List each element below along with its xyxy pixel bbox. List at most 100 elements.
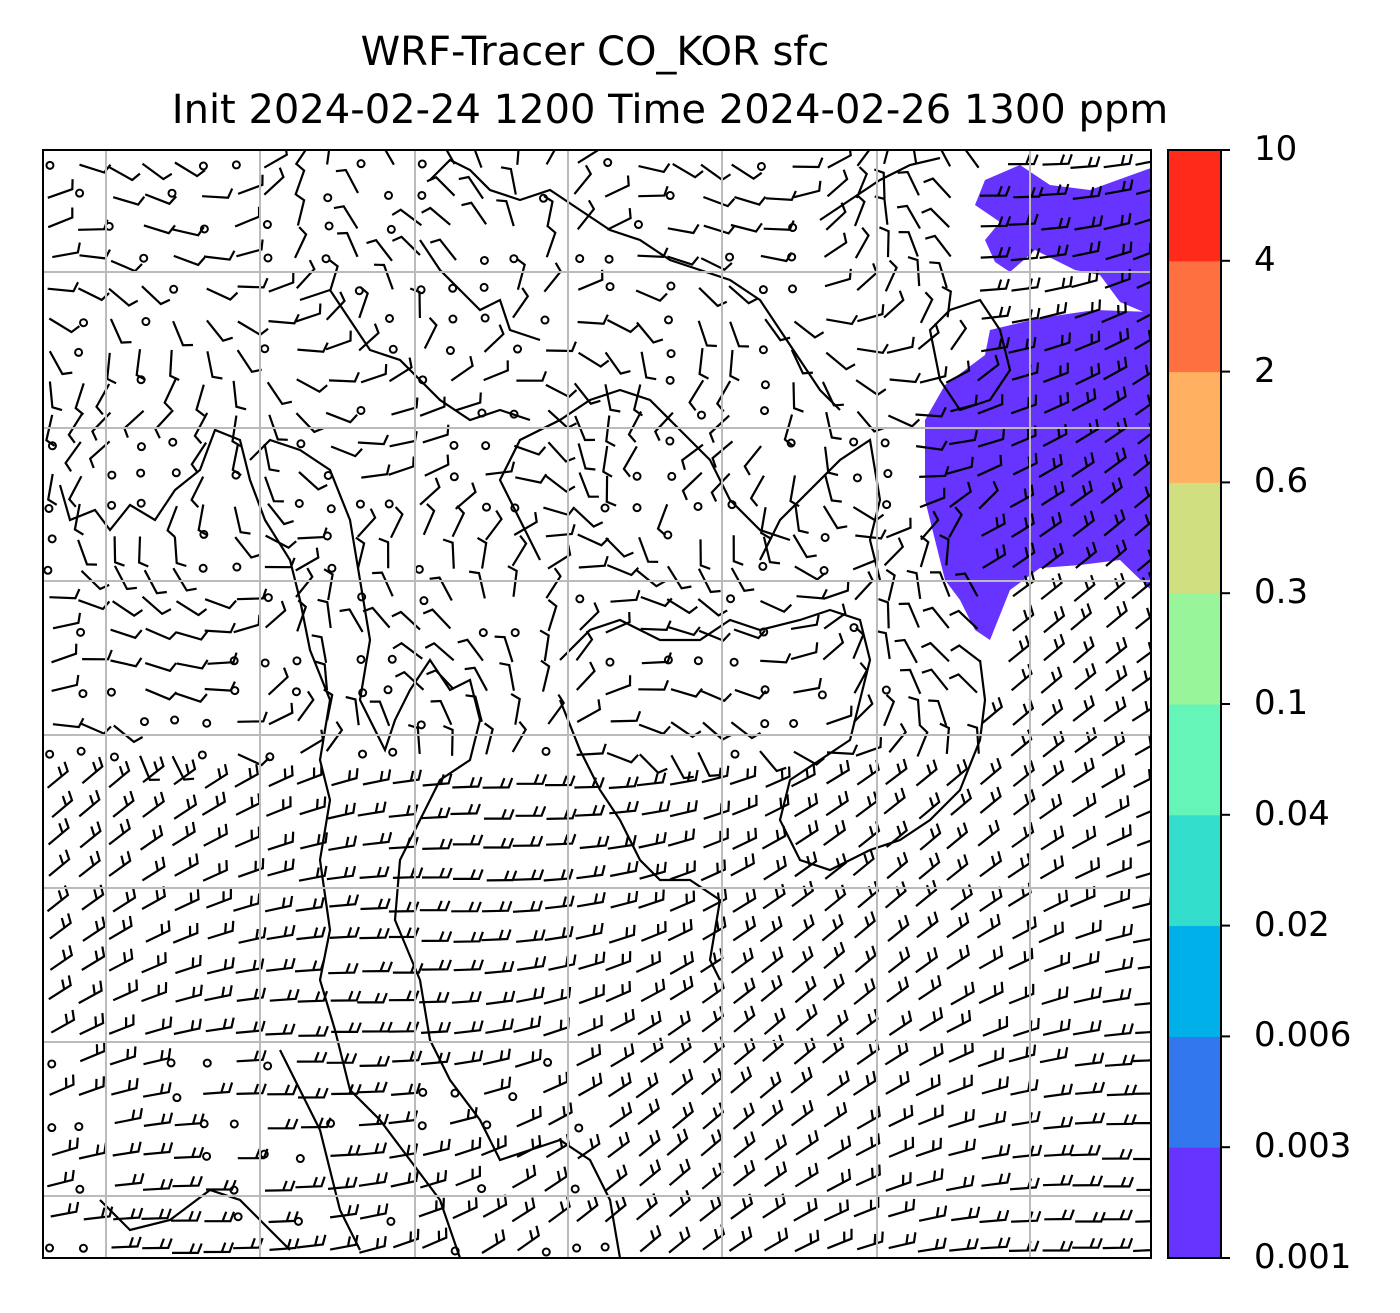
wind-barb bbox=[733, 1005, 756, 1033]
calm-wind-marker bbox=[45, 749, 55, 759]
wind-barb bbox=[976, 913, 1001, 939]
calm-wind-marker bbox=[663, 655, 673, 665]
calm-wind-marker bbox=[78, 1243, 88, 1253]
wind-barb bbox=[979, 1209, 1010, 1224]
calm-wind-marker bbox=[788, 223, 798, 233]
calm-wind-marker bbox=[136, 498, 146, 508]
wind-barb bbox=[392, 769, 422, 785]
wind-barb bbox=[47, 1169, 75, 1188]
wind-barb bbox=[264, 476, 284, 503]
wind-barb bbox=[701, 977, 725, 1004]
wind-barb bbox=[457, 638, 484, 662]
wind-barb bbox=[856, 343, 889, 355]
calm-wind-marker bbox=[358, 688, 368, 698]
wind-barb bbox=[236, 1083, 267, 1095]
calm-wind-marker bbox=[633, 220, 643, 230]
wind-barb bbox=[1042, 153, 1073, 166]
wind-barb bbox=[640, 620, 672, 632]
wind-barb bbox=[978, 945, 1004, 970]
wind-barb bbox=[543, 986, 572, 1005]
wind-barb bbox=[455, 1165, 482, 1187]
wind-barb bbox=[702, 721, 733, 741]
wind-barb bbox=[539, 629, 550, 662]
wind-barb bbox=[1105, 241, 1133, 261]
wind-barb bbox=[237, 277, 269, 289]
wind-barb bbox=[929, 261, 948, 289]
wind-barb bbox=[52, 717, 85, 729]
calm-wind-marker bbox=[139, 253, 149, 263]
wind-barb bbox=[703, 800, 730, 820]
wind-barb bbox=[513, 444, 547, 456]
wind-barb bbox=[237, 753, 270, 767]
wind-barb bbox=[237, 858, 265, 878]
wind-barb bbox=[166, 505, 178, 538]
wind-barb bbox=[1131, 666, 1151, 692]
wind-barb bbox=[671, 1068, 694, 1096]
calm-wind-marker bbox=[260, 658, 270, 668]
wind-barb bbox=[783, 414, 794, 447]
wind-barb bbox=[1106, 1084, 1138, 1097]
wind-barb bbox=[78, 980, 103, 1005]
wind-barb bbox=[732, 535, 744, 566]
wind-barb bbox=[172, 226, 205, 237]
calm-wind-marker bbox=[265, 752, 275, 762]
wind-barb bbox=[142, 1238, 173, 1250]
calm-wind-marker bbox=[75, 188, 85, 198]
wind-barb bbox=[917, 1104, 944, 1126]
wind-barb bbox=[791, 880, 815, 908]
wind-barb bbox=[267, 831, 295, 851]
wind-barb bbox=[702, 1224, 726, 1251]
wind-barb bbox=[1012, 760, 1035, 788]
wind-barb bbox=[451, 901, 482, 913]
wind-barb bbox=[888, 1104, 914, 1128]
calm-wind-marker bbox=[323, 470, 333, 480]
wind-barb bbox=[574, 415, 596, 442]
wind-barb bbox=[339, 608, 364, 633]
wind-barb bbox=[610, 589, 641, 603]
wind-barb bbox=[109, 1046, 137, 1066]
wind-barb bbox=[233, 893, 261, 912]
wind-barb bbox=[485, 510, 503, 541]
wind-barb bbox=[1135, 607, 1151, 630]
calm-wind-marker bbox=[726, 594, 736, 604]
wind-barb bbox=[923, 177, 952, 199]
wind-barb bbox=[326, 150, 331, 165]
calm-wind-marker bbox=[416, 285, 426, 295]
wind-barb bbox=[484, 808, 515, 820]
wind-barb bbox=[500, 166, 517, 195]
wind-barb bbox=[576, 1044, 602, 1067]
wind-barb bbox=[1132, 1055, 1151, 1063]
colorbar-segment bbox=[1168, 260, 1221, 373]
wind-barb bbox=[512, 835, 544, 847]
wind-barb bbox=[824, 446, 839, 477]
wind-barb bbox=[764, 794, 790, 817]
wind-barb bbox=[388, 456, 415, 476]
wind-barb bbox=[543, 1017, 570, 1037]
calm-wind-marker bbox=[510, 503, 520, 513]
wind-barb bbox=[141, 285, 171, 306]
colorbar-tick-label: 0.6 bbox=[1254, 461, 1309, 502]
calm-wind-marker bbox=[166, 1058, 176, 1068]
calm-wind-marker bbox=[819, 566, 829, 576]
calm-wind-marker bbox=[604, 254, 614, 264]
wind-barb bbox=[494, 635, 514, 663]
wind-barb bbox=[473, 150, 483, 168]
wind-barb bbox=[878, 226, 890, 258]
wind-barb bbox=[792, 382, 804, 413]
calm-wind-marker bbox=[43, 565, 53, 575]
wind-barb bbox=[234, 536, 262, 559]
wind-barb bbox=[653, 411, 674, 442]
calm-wind-marker bbox=[232, 562, 242, 572]
wind-barb bbox=[666, 255, 700, 266]
wind-barb bbox=[887, 946, 911, 974]
wind-barb bbox=[516, 1105, 542, 1128]
wind-barb bbox=[732, 888, 757, 913]
wind-barb bbox=[1041, 986, 1069, 1006]
wind-barb bbox=[575, 661, 596, 691]
calm-wind-marker bbox=[756, 161, 766, 171]
wind-barb bbox=[1105, 636, 1128, 664]
wind-barb bbox=[1040, 825, 1065, 851]
wind-barb bbox=[357, 1081, 388, 1094]
wind-barb bbox=[67, 475, 83, 508]
wind-barb bbox=[388, 836, 419, 850]
